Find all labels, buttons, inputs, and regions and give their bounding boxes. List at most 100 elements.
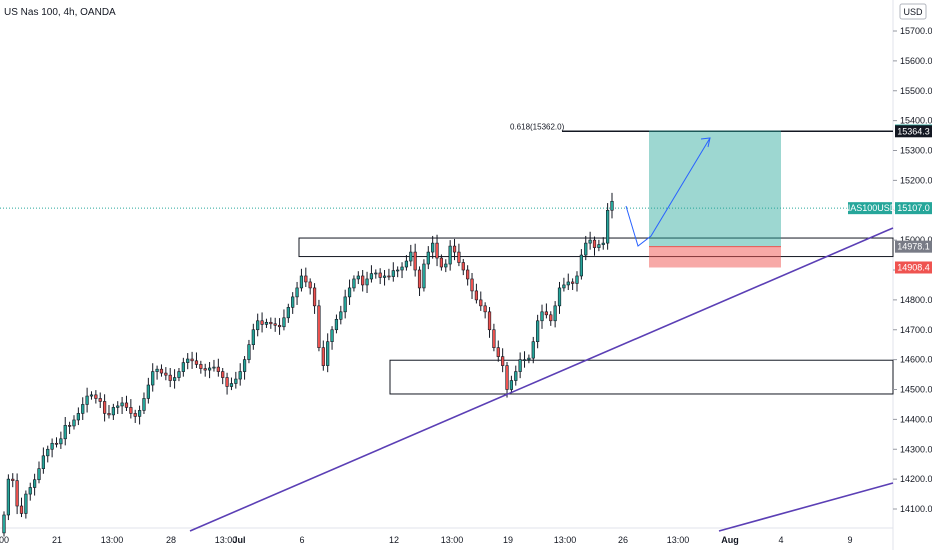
candle-body xyxy=(417,269,422,289)
candle-body xyxy=(155,368,159,372)
x-tick-label: 4 xyxy=(778,535,783,545)
candle-body xyxy=(94,394,98,399)
candle-body xyxy=(15,480,19,507)
x-tick-label: 28 xyxy=(166,535,176,545)
position-target-zone[interactable] xyxy=(649,130,781,247)
projection-arrow[interactable] xyxy=(625,137,711,247)
candle-body xyxy=(291,296,295,308)
x-tick-label: 26 xyxy=(618,535,628,545)
x-tick-label: 13:00 xyxy=(441,535,464,545)
candle-body xyxy=(28,487,32,495)
candle-body xyxy=(81,404,85,414)
candle-body xyxy=(304,275,308,283)
y-tick-label: 15600.0 xyxy=(900,56,932,66)
support-zone[interactable] xyxy=(389,359,894,395)
candle-body xyxy=(85,395,89,405)
candle-body xyxy=(317,305,321,348)
y-tick-label: 14200.0 xyxy=(900,474,932,484)
candle-body xyxy=(479,299,483,307)
candle-body xyxy=(41,455,45,469)
candle-body xyxy=(242,359,247,372)
currency-button[interactable] xyxy=(899,3,927,20)
y-tick-label: 15000.0 xyxy=(900,235,932,245)
candle-body xyxy=(334,318,339,331)
candle-body xyxy=(76,413,80,421)
fib-price-tag-label: 15364.3 xyxy=(897,126,930,136)
candle-body xyxy=(452,245,457,253)
candle-body xyxy=(251,329,255,345)
y-tick-label: 15300.0 xyxy=(900,146,932,156)
candle-body xyxy=(483,305,487,313)
candle-body xyxy=(295,287,299,298)
candle-body xyxy=(181,362,185,372)
candle-body xyxy=(448,245,452,265)
candle-body xyxy=(116,405,120,408)
candle-body xyxy=(142,398,146,411)
candle-body xyxy=(470,278,474,292)
candle-body xyxy=(597,244,601,248)
candle-body xyxy=(247,344,251,360)
candle-body xyxy=(391,270,395,277)
candle-body xyxy=(431,242,435,253)
candle-body xyxy=(584,242,588,256)
candle-body xyxy=(98,398,102,402)
candle-body xyxy=(164,372,168,376)
position-stop-zone[interactable] xyxy=(649,246,781,268)
y-tick-label: 14100.0 xyxy=(900,504,932,514)
y-tick-label: 14700.0 xyxy=(900,325,932,335)
candle-body xyxy=(24,493,28,514)
candle-body xyxy=(151,371,155,386)
y-tick-label: 14800.0 xyxy=(900,295,932,305)
chart-title: US Nas 100, 4h, OANDA xyxy=(4,7,116,18)
candle-body xyxy=(256,320,260,331)
candle-body xyxy=(422,263,426,289)
candle-body xyxy=(566,281,570,286)
symbol-tag xyxy=(848,202,892,215)
y-tick-label: 15400.0 xyxy=(900,116,932,126)
y-tick-label: 15200.0 xyxy=(900,175,932,185)
candle-body xyxy=(579,254,583,277)
ascending-trendline[interactable] xyxy=(189,227,894,532)
fib-label: 0.618(15362.0) xyxy=(510,122,565,131)
stop-price-tag-label: 14908.4 xyxy=(897,262,930,272)
candle-body xyxy=(229,383,234,387)
candle-body xyxy=(273,323,277,326)
candle-body xyxy=(107,413,111,416)
candle-body xyxy=(518,359,522,372)
y-tick-label: 15700.0 xyxy=(900,26,932,36)
candle-body xyxy=(536,320,540,343)
candle-body xyxy=(557,287,562,307)
candle-body xyxy=(426,251,430,265)
candle-body xyxy=(54,442,59,445)
candle-body xyxy=(37,468,41,481)
candle-body xyxy=(369,273,374,280)
candle-body xyxy=(474,290,479,301)
candle-body xyxy=(225,377,229,387)
candle-body xyxy=(592,239,597,248)
candle-body xyxy=(194,360,199,365)
candle-body xyxy=(199,364,203,369)
x-tick-label: 21 xyxy=(52,535,62,545)
candle-body xyxy=(172,377,177,381)
candle-body xyxy=(505,365,509,390)
candle-body xyxy=(378,272,382,278)
x-tick-label: 12 xyxy=(389,535,399,545)
candle-body xyxy=(299,275,304,289)
lower-trendline[interactable] xyxy=(718,482,894,532)
candle-body xyxy=(146,384,150,399)
candle-body xyxy=(67,425,72,427)
candle-body xyxy=(549,314,553,322)
candle-body xyxy=(330,329,334,342)
candle-body xyxy=(63,425,67,440)
resistance-zone[interactable] xyxy=(298,237,894,258)
candle-body xyxy=(601,242,605,245)
y-tick-label: 14500.0 xyxy=(900,385,932,395)
candle-body xyxy=(466,269,470,280)
candle-body xyxy=(190,358,194,362)
entry-price-tag xyxy=(895,240,932,253)
candle-body xyxy=(238,371,242,380)
candle-body xyxy=(374,272,378,275)
candle-body xyxy=(365,278,369,286)
x-tick-label: 13:00 xyxy=(667,535,690,545)
